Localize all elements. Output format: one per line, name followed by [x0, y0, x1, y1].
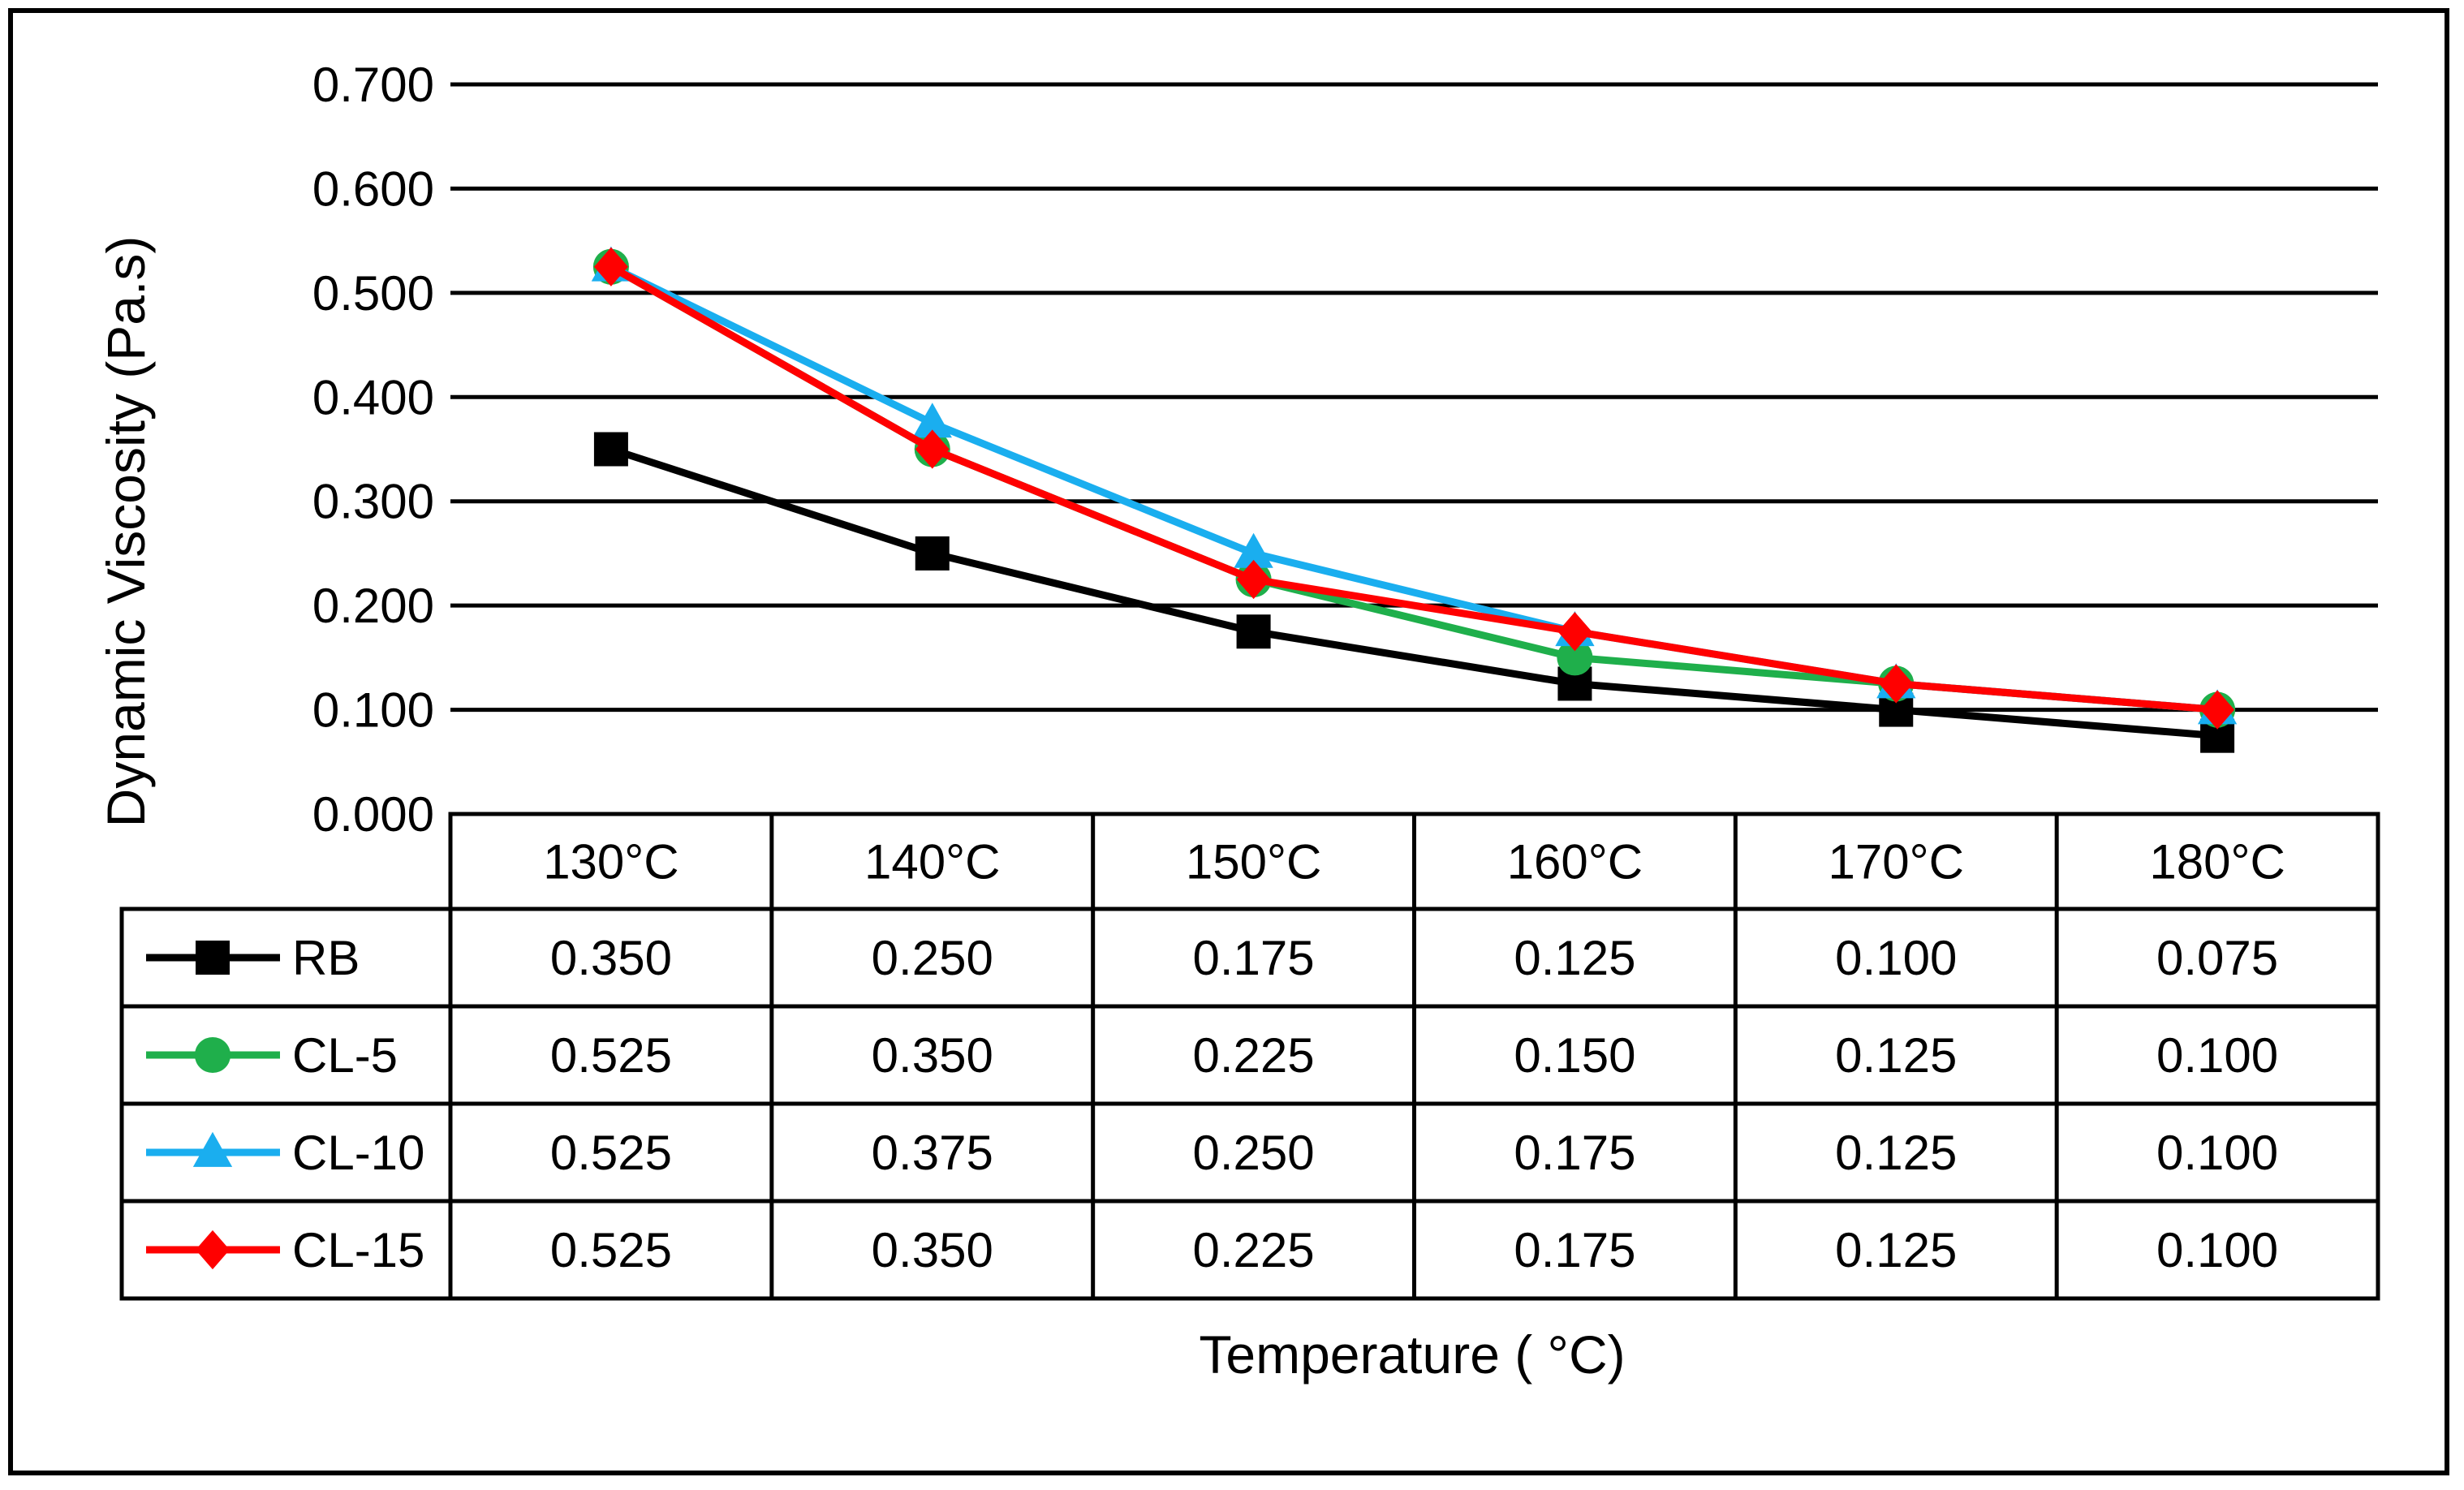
- legend-label-cl-15: CL-15: [292, 1223, 424, 1277]
- y-tick-label: 0.000: [312, 787, 434, 842]
- data-table: 130°C 140°C 150°C 160°C 170°C 180°C RB 0.350 0.2…: [119, 812, 2380, 1301]
- y-tick-label: 0.500: [312, 266, 434, 321]
- y-axis-ticks: 0.000 0.100 0.200 0.300 0.400 0.500 0.600 0.700: [312, 58, 434, 842]
- data-point-rb: [593, 432, 628, 467]
- table-cell-value: 0.100: [1835, 931, 1957, 985]
- y-tick-label: 0.600: [312, 161, 434, 216]
- table-cell-value: 0.100: [2156, 1223, 2278, 1277]
- table-cell-value: 0.350: [872, 1223, 993, 1277]
- table-cell-value: 0.225: [1193, 1223, 1315, 1277]
- legend-key-marker-cl-5: [194, 1036, 231, 1074]
- table-cell-value: 0.100: [2156, 1126, 2278, 1180]
- table-cell-value: 0.075: [2156, 931, 2278, 985]
- y-tick-label: 0.300: [312, 475, 434, 529]
- legend-label-rb: RB: [292, 931, 360, 985]
- category-label: 170°C: [1829, 835, 1964, 889]
- category-label: 180°C: [2149, 835, 2285, 889]
- data-point-cl-10: [912, 403, 952, 438]
- table-cell-value: 0.175: [1514, 1126, 1635, 1180]
- table-cell-value: 0.250: [872, 931, 993, 985]
- data-point-cl-15: [1557, 612, 1592, 652]
- legend-label-cl-5: CL-5: [292, 1028, 398, 1083]
- table-cell-value: 0.150: [1514, 1028, 1635, 1083]
- legend-label-cl-10: CL-10: [292, 1126, 424, 1180]
- y-axis-title: Dynamic Viscosity (Pa.s): [96, 236, 156, 828]
- table-cell-value: 0.175: [1193, 931, 1315, 985]
- series-line-cl-5: [609, 263, 2218, 714]
- table-cell-value: 0.125: [1835, 1223, 1957, 1277]
- y-tick-label: 0.100: [312, 683, 434, 738]
- data-point-cl-5: [1557, 639, 1593, 676]
- data-point-rb: [915, 536, 950, 571]
- table-cell-value: 0.125: [1835, 1126, 1957, 1180]
- legend-key-marker-rb: [196, 941, 230, 975]
- table-cell-value: 0.525: [550, 1223, 672, 1277]
- category-label: 150°C: [1186, 835, 1321, 889]
- category-label: 140°C: [864, 835, 1000, 889]
- data-point-cl-15: [1879, 664, 1914, 704]
- table-cell-value: 0.350: [872, 1028, 993, 1083]
- data-point-cl-15: [1236, 559, 1271, 600]
- series-line-cl-15: [609, 263, 2218, 714]
- y-tick-label: 0.200: [312, 579, 434, 633]
- series-cl-15: [593, 247, 2235, 730]
- table-cell-value: 0.350: [550, 931, 672, 985]
- table-cell-value: 0.125: [1835, 1028, 1957, 1083]
- category-label: 130°C: [543, 835, 678, 889]
- data-point-cl-15: [915, 429, 950, 469]
- table-cell-value: 0.525: [550, 1028, 672, 1083]
- data-point-cl-15: [593, 247, 628, 286]
- table-cell-value: 0.525: [550, 1126, 672, 1180]
- legend-key-marker-cl-15: [196, 1229, 230, 1270]
- table-cell-value: 0.250: [1193, 1126, 1315, 1180]
- x-axis-title: Temperature ( °C): [1199, 1324, 1625, 1384]
- table-cell-value: 0.125: [1514, 931, 1635, 985]
- series-lines: [591, 246, 2238, 753]
- series-rb: [593, 432, 2235, 753]
- series-line-rb: [610, 446, 2218, 740]
- table-cell-value: 0.175: [1514, 1223, 1635, 1277]
- data-point-cl-15: [2200, 690, 2235, 730]
- table-cell-value: 0.100: [2156, 1028, 2278, 1083]
- data-point-rb: [1236, 614, 1271, 649]
- data-point-cl-10: [1234, 532, 1273, 568]
- series-line-cl-10: [609, 263, 2218, 714]
- category-label: 160°C: [1507, 835, 1643, 889]
- y-tick-label: 0.400: [312, 370, 434, 424]
- y-tick-label: 0.700: [312, 58, 434, 112]
- series-cl-10: [591, 246, 2238, 725]
- gridlines: [450, 82, 2378, 713]
- table-cell-value: 0.375: [872, 1126, 993, 1180]
- table-cell-value: 0.225: [1193, 1028, 1315, 1083]
- chart-frame: [8, 8, 2449, 1475]
- legend-key-marker-cl-10: [192, 1131, 233, 1167]
